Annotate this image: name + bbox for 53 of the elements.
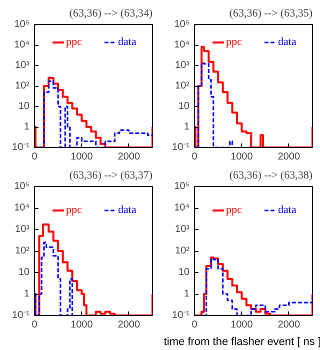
y-tick-label: 10⁴ bbox=[174, 202, 190, 214]
chart-title: (63,36) --> (63,35) bbox=[229, 8, 313, 20]
y-tick-label: 10⁵ bbox=[174, 181, 190, 192]
y-tick-label: 10 bbox=[178, 267, 190, 278]
y-tick-label: 10³ bbox=[175, 224, 190, 235]
x-axis-title: time from the flasher event [ ns ] bbox=[164, 335, 320, 350]
x-tick-label: 0 bbox=[32, 320, 38, 330]
chart-title: (63,36) --> (63,37) bbox=[69, 170, 153, 182]
y-tick-label: 10² bbox=[15, 80, 30, 92]
legend-label: ppc bbox=[66, 204, 83, 216]
y-tick-label: 10⁵ bbox=[14, 19, 30, 30]
y-tick-label: 10⁻¹ bbox=[12, 310, 30, 321]
y-tick-label: 1 bbox=[184, 122, 190, 132]
y-tick-label: 1 bbox=[24, 288, 30, 300]
y-tick-label: 10⁴ bbox=[14, 202, 30, 214]
x-tick-label: 1000 bbox=[70, 320, 94, 330]
x-tick-label: 2000 bbox=[278, 152, 300, 162]
y-tick-label: 10² bbox=[15, 246, 30, 256]
chart-title: (63,36) --> (63,34) bbox=[69, 8, 153, 20]
y-tick-label: 10 bbox=[18, 267, 30, 278]
y-tick-label: 10² bbox=[175, 80, 190, 92]
x-tick-label: 1000 bbox=[70, 152, 94, 162]
x-tick-label: 1000 bbox=[230, 152, 254, 162]
y-tick-label: 10 bbox=[18, 101, 30, 112]
x-tick-label: 2000 bbox=[118, 320, 140, 330]
y-tick-label: 10² bbox=[175, 246, 190, 256]
text: ppc bbox=[226, 204, 243, 216]
x-tick-label: 0 bbox=[32, 152, 38, 162]
x-tick-label: 0 bbox=[192, 320, 198, 330]
y-tick-label: 10⁻¹ bbox=[12, 142, 30, 153]
y-tick-label: 10⁻¹ bbox=[172, 142, 190, 153]
chart-title: (63,36) --> (63,38) bbox=[229, 170, 313, 182]
series-label: ppc bbox=[226, 36, 243, 48]
x-tick-label: 2000 bbox=[118, 152, 140, 162]
x-tick-label: 2000 bbox=[278, 320, 300, 330]
y-tick-label: 10⁵ bbox=[14, 181, 30, 192]
y-tick-label: 10 bbox=[178, 101, 190, 112]
legend-label: ppc bbox=[66, 36, 83, 48]
y-tick-label: 10⁵ bbox=[174, 19, 190, 30]
legend-label: data bbox=[278, 36, 298, 48]
legend-label: data bbox=[118, 36, 138, 48]
x-tick-label: 0 bbox=[192, 152, 198, 162]
y-tick-label: 10⁴ bbox=[14, 40, 30, 50]
legend-label: data bbox=[278, 204, 298, 216]
x-tick-label: 1000 bbox=[230, 320, 254, 330]
y-tick-label: 10³ bbox=[15, 60, 30, 71]
y-tick-label: 1 bbox=[24, 122, 30, 132]
legend-label: data bbox=[118, 204, 138, 216]
y-tick-label: 10⁴ bbox=[174, 40, 190, 50]
y-tick-label: 10³ bbox=[175, 60, 190, 71]
y-tick-label: 10³ bbox=[15, 224, 30, 235]
y-tick-label: 10⁻¹ bbox=[172, 310, 190, 321]
y-tick-label: 1 bbox=[184, 288, 190, 300]
